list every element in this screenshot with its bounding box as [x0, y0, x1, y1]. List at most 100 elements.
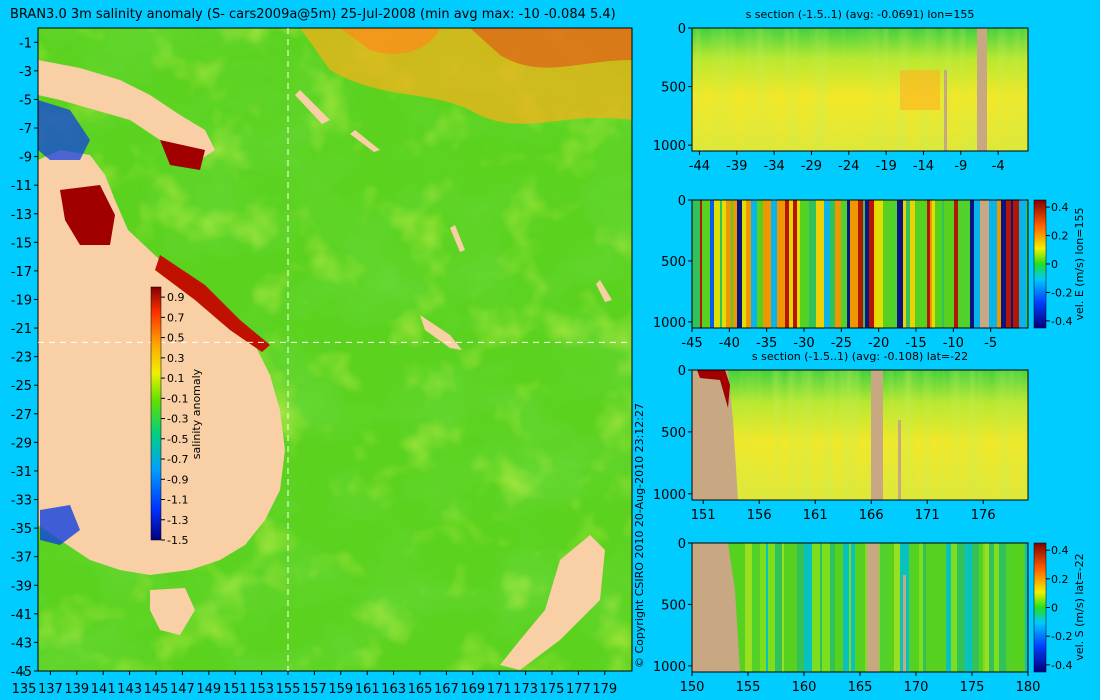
velocity-stripe — [777, 200, 785, 328]
velocity-stripe — [763, 200, 771, 328]
map-y-tick-label: -1 — [19, 36, 32, 51]
velocity-stripe — [841, 200, 847, 328]
land-new-zealand — [500, 535, 605, 670]
map-y-tick-label: -11 — [11, 179, 32, 194]
velocity-stripe — [1001, 200, 1006, 328]
velocity-stripe — [934, 543, 940, 672]
map-x-tick-label: 161 — [355, 682, 380, 697]
velocity-stripe — [797, 543, 804, 672]
velocity-stripe — [785, 200, 789, 328]
velocity-stripe — [997, 200, 1001, 328]
velocity-stripe — [710, 200, 714, 328]
velocity-stripe — [771, 200, 777, 328]
velocity-stripe — [903, 200, 906, 328]
velocity-stripe — [930, 200, 932, 328]
map-x-tick-label: 177 — [566, 682, 591, 697]
velocity-stripe — [756, 543, 760, 672]
velocity-stripe — [880, 543, 887, 672]
map-x-tick-label: 145 — [144, 682, 169, 697]
velocity-stripe — [910, 200, 915, 328]
velocity-stripe — [942, 200, 944, 328]
land-new-caledonia — [420, 315, 462, 350]
velocity-stripe — [714, 200, 720, 328]
colorbar-tick-label: -0.3 — [167, 413, 188, 426]
map-x-tick-label: 155 — [276, 682, 301, 697]
velocity-stripe — [742, 200, 746, 328]
section-1-x-tick-label: -39 — [726, 159, 747, 174]
section-2-x-tick-label: -5 — [984, 336, 997, 351]
section-2-x-tick-label: -25 — [831, 336, 852, 351]
velocity-stripe — [780, 543, 782, 672]
velocity-stripe — [983, 543, 985, 672]
velocity-stripe — [806, 200, 809, 328]
colorbar-tick-label: -1.3 — [167, 514, 188, 527]
velocity-colorbar-tick-label: -0.2 — [1051, 286, 1072, 299]
colorbar-tick-label: -1.5 — [167, 534, 188, 547]
map-y-tick-label: -23 — [11, 351, 32, 366]
velocity-stripe — [851, 543, 855, 672]
map-y-tick-label: -21 — [11, 322, 32, 337]
map-y-tick-label: -41 — [11, 608, 32, 623]
colorbar-tick-label: 0.7 — [167, 311, 185, 324]
velocity-stripe — [883, 200, 891, 328]
velocity-stripe — [944, 200, 950, 328]
section-3-panel: s section (-1.5..1) (avg: -0.108) lat=-2… — [653, 350, 1029, 523]
velocity-stripe — [1011, 200, 1013, 328]
section-4-x-tick-label: 180 — [1016, 680, 1041, 695]
colorbar-tick-label: 0.9 — [167, 291, 185, 304]
section-2-x-tick-label: -45 — [681, 336, 702, 351]
velocity-stripe — [876, 200, 883, 328]
velocity-stripe — [935, 200, 942, 328]
velocity-stripe — [737, 200, 739, 328]
velocity-stripe — [809, 200, 816, 328]
map-y-tick-label: -15 — [11, 236, 32, 251]
section-3-x-tick-label: 171 — [915, 508, 940, 523]
map-y-tick-label: -9 — [19, 151, 32, 166]
colorbar-tick-label: -1.1 — [167, 494, 188, 507]
section-1-panel: s section (-1.5..1) (avg: -0.0691) lon=1… — [653, 8, 1029, 174]
section-3-x-tick-label: 166 — [859, 508, 884, 523]
section-2-x-tick-label: -35 — [756, 336, 777, 351]
velocity-stripe — [766, 543, 768, 672]
velocity-stripe — [838, 200, 841, 328]
section-1-x-tick-label: -19 — [876, 159, 897, 174]
velocity-stripe — [994, 543, 999, 672]
section-2-colorbar-label: vel. E (m/s) lon=155 — [1073, 208, 1086, 321]
velocity-stripe — [900, 543, 904, 672]
map-x-tick-label: 165 — [408, 682, 433, 697]
velocity-stripe — [731, 200, 733, 328]
section-4-x-tick-label: 175 — [960, 680, 985, 695]
colorbar-tick-label: -0.9 — [167, 473, 188, 486]
velocity-stripe — [830, 200, 835, 328]
section-3-x-tick-label: 156 — [747, 508, 772, 523]
velocity-stripe — [958, 200, 966, 328]
velocity-stripe — [733, 200, 737, 328]
map-y-tick-label: -5 — [19, 93, 32, 108]
velocity-stripe — [1020, 543, 1025, 672]
section-1-y-tick-label: 0 — [678, 22, 686, 37]
velocity-stripe — [855, 543, 861, 672]
colorbar-tick-label: -0.1 — [167, 392, 188, 405]
velocity-stripe — [1026, 200, 1028, 328]
colorbar-tick-label: -0.5 — [167, 433, 188, 446]
map-x-axis: 135 137 139 141 143 145 147 149 151 153 155 157 159 1… — [12, 671, 617, 697]
velocity-stripe — [887, 543, 894, 672]
velocity-stripe — [985, 543, 989, 672]
velocity-stripe — [904, 543, 909, 672]
map-colorbar-label: salinity anomaly — [190, 368, 203, 459]
map-y-tick-label: -31 — [11, 465, 32, 480]
colorbar-tick-label: 0.3 — [167, 352, 185, 365]
land-australia — [38, 150, 285, 575]
velocity-stripe — [913, 543, 919, 672]
velocity-stripe — [970, 200, 974, 328]
velocity-stripe — [1013, 200, 1019, 328]
section-4-y-tick-label: 0 — [678, 537, 686, 552]
map-x-tick-label: 171 — [487, 682, 512, 697]
section-1-x-tick-label: -4 — [992, 159, 1005, 174]
map-x-tick-label: 167 — [434, 682, 459, 697]
map-field — [38, 28, 632, 671]
map-y-tick-label: -29 — [11, 436, 32, 451]
velocity-stripe — [830, 543, 835, 672]
velocity-stripe — [843, 543, 849, 672]
velocity-stripe — [752, 543, 756, 672]
